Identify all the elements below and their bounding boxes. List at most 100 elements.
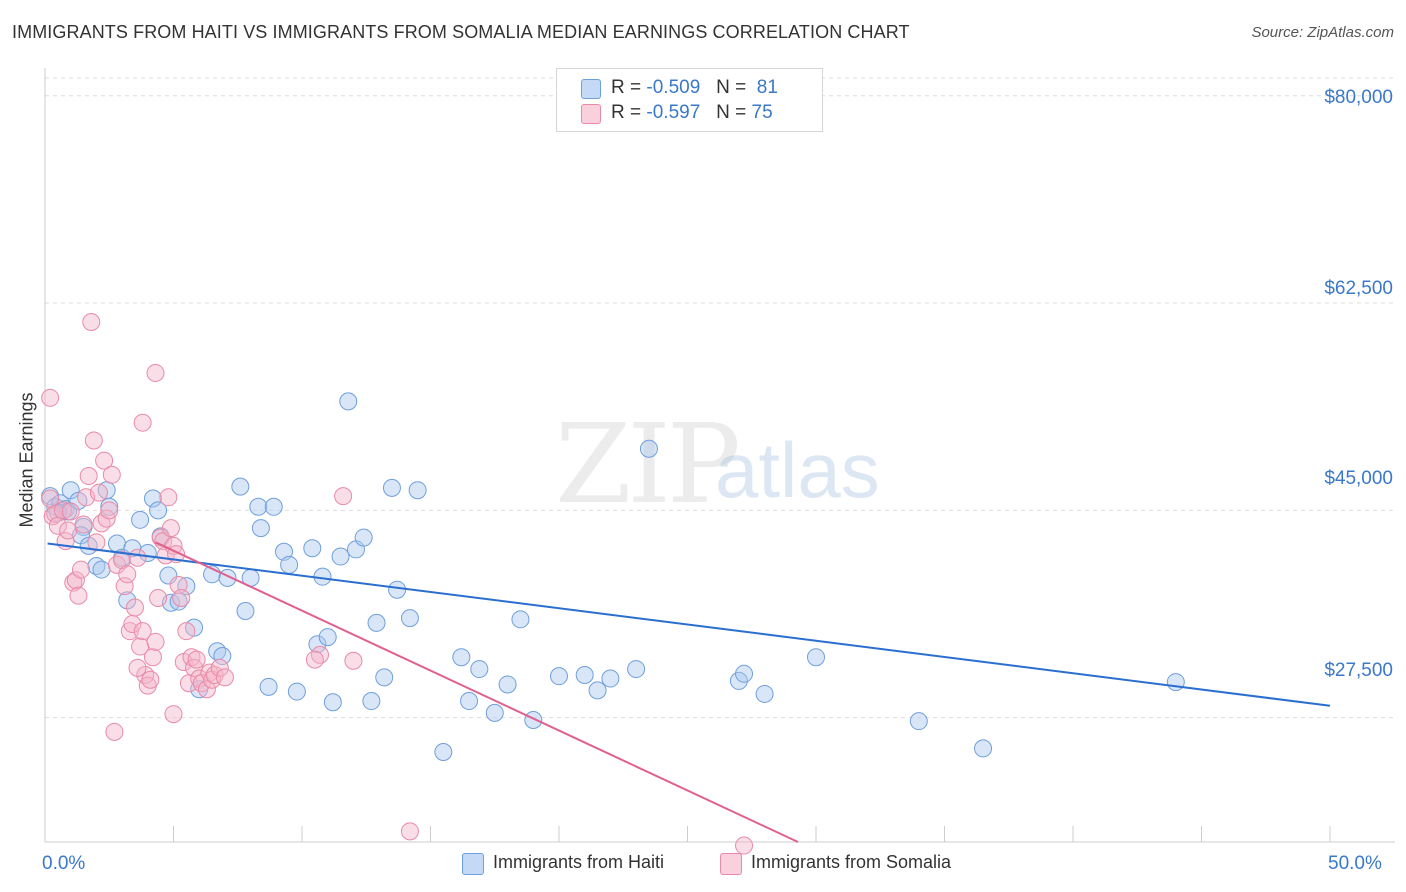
haiti-point — [524, 710, 543, 729]
haiti-point — [408, 481, 427, 500]
haiti-point — [259, 677, 278, 696]
somalia-point — [190, 669, 209, 688]
somalia-point — [87, 533, 106, 552]
haiti-point — [400, 609, 419, 628]
somalia-point — [125, 598, 144, 617]
haiti-point — [331, 547, 350, 566]
somalia-point — [735, 836, 754, 855]
somalia-point — [161, 519, 180, 538]
somalia-point — [187, 650, 206, 669]
legend-r-value: -0.509 — [646, 77, 701, 98]
somalia-point — [118, 565, 137, 584]
haiti-point — [236, 602, 255, 621]
somalia-point — [141, 670, 160, 689]
somalia-point — [69, 586, 88, 605]
somalia-point — [334, 487, 353, 506]
haiti-point — [177, 577, 196, 596]
somalia-point — [41, 489, 60, 508]
somalia-point — [115, 577, 134, 596]
somalia-point — [53, 501, 72, 520]
somalia-point — [136, 665, 155, 684]
haiti-point — [118, 591, 137, 610]
somalia-point — [133, 413, 152, 432]
somalia-point — [143, 648, 162, 667]
haiti-point — [87, 557, 106, 576]
legend-n-value: 81 — [756, 77, 778, 98]
x-tick-label-min: 0.0% — [42, 853, 86, 874]
haiti-legend-label: Immigrants from Haiti — [493, 852, 665, 872]
grid-lines — [45, 77, 1395, 719]
haiti-point — [280, 555, 299, 574]
somalia-point — [105, 722, 124, 741]
haiti-swatch — [581, 79, 601, 99]
correlation-legend: R = -0.509 N = 81 R = -0.597 N = 75 — [556, 68, 823, 132]
haiti-point — [511, 610, 530, 629]
legend-n-label: N = — [716, 102, 747, 123]
axes — [44, 68, 1395, 843]
source-label: Source: ZipAtlas.com — [1251, 24, 1394, 41]
somalia-point — [59, 521, 78, 540]
haiti-point — [470, 660, 489, 679]
haiti-point — [485, 703, 504, 722]
haiti-point — [318, 628, 337, 647]
haiti-point — [575, 665, 594, 684]
somalia-point — [89, 483, 108, 502]
x-tick-label-max: 50.0% — [1328, 853, 1382, 874]
legend-r-value: -0.597 — [646, 102, 701, 123]
haiti-point — [251, 519, 270, 538]
somalia-point — [74, 515, 93, 534]
somalia-point — [79, 466, 98, 485]
watermark-atlas: atlas — [715, 426, 880, 514]
haiti-point — [974, 739, 993, 758]
watermark-zip: ZIP — [555, 400, 741, 528]
legend-r-label: R = — [611, 77, 642, 98]
haiti-point — [452, 648, 471, 667]
haiti-point — [382, 478, 401, 497]
haiti-point — [627, 660, 646, 679]
somalia-point — [172, 588, 191, 607]
haiti-point — [434, 742, 453, 761]
somalia-point — [128, 658, 147, 677]
somalia-points — [41, 313, 754, 855]
haiti-point — [303, 539, 322, 558]
haiti-point — [143, 489, 162, 508]
somalia-point — [113, 551, 132, 570]
somalia-point — [84, 431, 103, 450]
haiti-trend-line — [47, 542, 1331, 707]
somalia-point — [120, 622, 139, 641]
somalia-point — [107, 555, 126, 574]
somalia-point — [215, 668, 234, 687]
haiti-point — [354, 528, 373, 547]
somalia-trend-line — [155, 541, 799, 843]
somalia-point — [41, 388, 60, 407]
haiti-point — [375, 668, 394, 687]
somalia-point — [192, 674, 211, 693]
y-tick-label: $27,500 — [1324, 660, 1393, 681]
somalia-point — [310, 645, 329, 664]
somalia-point — [43, 507, 62, 526]
somalia-point — [182, 648, 201, 667]
haiti-point — [807, 648, 825, 667]
somalia-point — [61, 502, 80, 521]
somalia-point — [128, 548, 147, 567]
somalia-point — [82, 313, 101, 332]
chart-title: IMMIGRANTS FROM HAITI VS IMMIGRANTS FROM… — [12, 22, 910, 42]
trend-lines — [47, 541, 1331, 843]
haiti-point — [755, 684, 774, 703]
somalia-swatch — [581, 104, 601, 124]
haiti-point — [601, 669, 620, 688]
somalia-point — [100, 501, 119, 520]
somalia-point — [146, 632, 165, 651]
haiti-point — [61, 481, 80, 500]
haiti-point — [550, 667, 568, 686]
haiti-point — [308, 635, 327, 654]
haiti-point — [323, 693, 342, 712]
y-axis-title: Median Earnings — [16, 392, 37, 528]
haiti-point — [159, 566, 178, 585]
haiti-point — [149, 501, 168, 520]
legend-n-value: 75 — [751, 102, 773, 123]
haiti-point — [909, 712, 928, 731]
somalia-point — [210, 658, 229, 677]
somalia-point — [133, 622, 152, 641]
